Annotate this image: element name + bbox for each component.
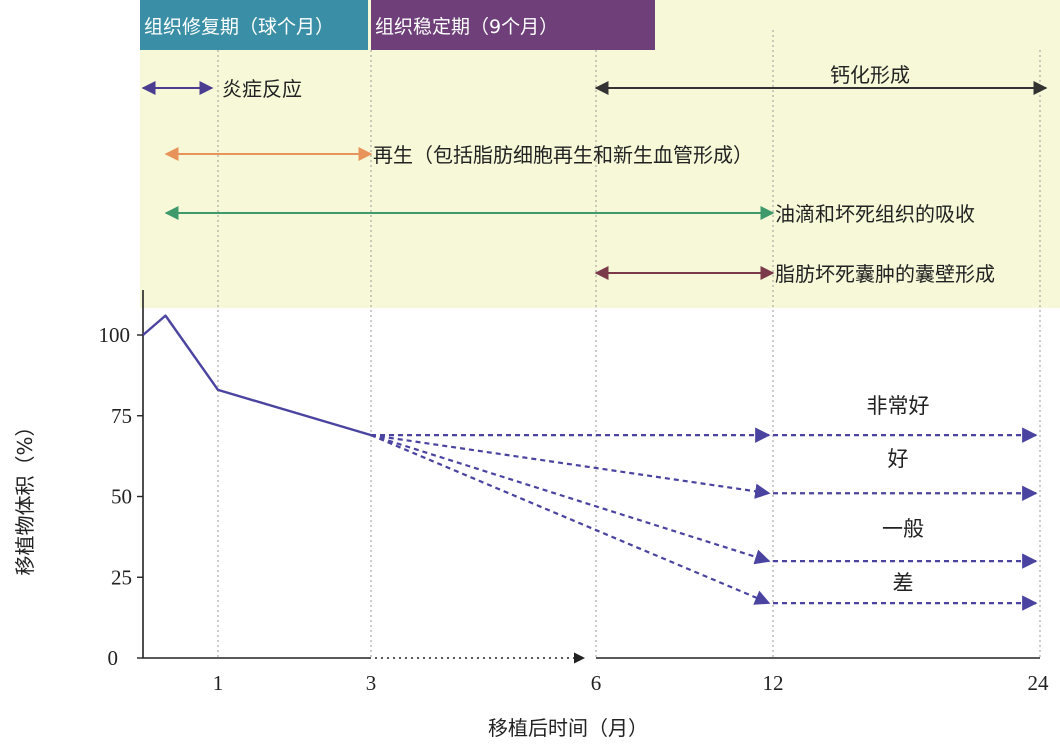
phase-label-2: 组织稳定期（9个月） — [375, 16, 558, 38]
series-3-segment-1 — [370, 434, 771, 565]
phase-label-1: 组织修复期（球个月） — [144, 16, 334, 38]
y-tick-label-100: 100 — [99, 323, 131, 347]
y-tick-label-0: 0 — [108, 646, 119, 670]
x-tick-label-24: 24 — [1028, 671, 1050, 695]
x-tick-label-1: 1 — [213, 671, 224, 695]
series-observed-line — [142, 314, 372, 437]
series-4-segment-1 — [370, 434, 771, 605]
phase-banner-1 — [140, 0, 368, 50]
y-tick-label-50: 50 — [111, 485, 132, 509]
outcome-label-3: 一般 — [882, 517, 924, 541]
x-tick-label-3: 3 — [366, 671, 377, 695]
process-label-5: 脂肪坏死囊肿的囊壁形成 — [775, 262, 995, 286]
process-label-1: 炎症反应 — [222, 77, 302, 101]
series-2-segment-1 — [370, 434, 771, 499]
y-axis-title: 移植物体积（%） — [13, 416, 37, 575]
x-tick-label-6: 6 — [591, 671, 602, 695]
outcome-label-1: 非常好 — [867, 394, 930, 418]
y-tick-label-25: 25 — [111, 565, 132, 589]
phase-banner-2 — [371, 0, 655, 50]
y-tick-label-75: 75 — [111, 404, 132, 428]
x-tick-label-12: 12 — [763, 671, 784, 695]
outcome-label-4: 差 — [893, 571, 914, 595]
process-label-2: 钙化形成 — [830, 63, 910, 87]
x-axis-title: 移植后时间（月） — [488, 716, 648, 740]
process-label-4: 油滴和坏死组织的吸收 — [775, 202, 975, 226]
outcome-label-2: 好 — [888, 447, 909, 471]
process-label-3: 再生（包括脂肪细胞再生和新生血管形成） — [373, 143, 753, 167]
